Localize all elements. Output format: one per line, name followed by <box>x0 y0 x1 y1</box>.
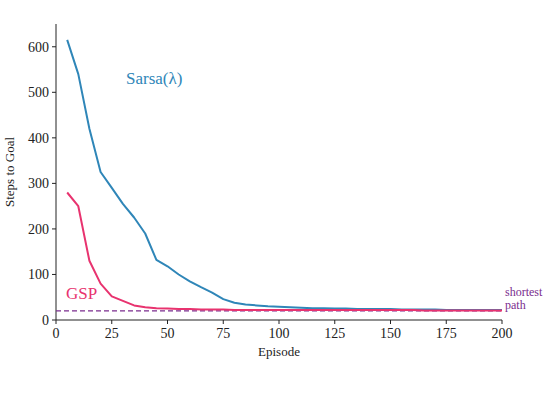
x-tick-label: 175 <box>436 326 457 341</box>
y-tick-label: 300 <box>28 176 49 191</box>
x-tick-label: 50 <box>161 326 175 341</box>
x-axis-label: Episode <box>258 344 300 359</box>
y-tick-label: 0 <box>42 313 49 328</box>
x-tick <box>167 320 168 324</box>
x-tick-label: 100 <box>269 326 290 341</box>
series-label: Sarsa(λ) <box>126 69 182 88</box>
x-tick <box>111 320 112 324</box>
x-tick-label: 125 <box>324 326 345 341</box>
x-tick-label: 75 <box>216 326 230 341</box>
x-tick-label: 0 <box>53 326 60 341</box>
reference-label: shortest <box>505 285 543 299</box>
y-axis <box>56 24 57 320</box>
plot-area <box>56 40 502 311</box>
reference-label: path <box>505 298 526 312</box>
x-tick-label: 25 <box>105 326 119 341</box>
x-tick <box>56 320 57 324</box>
y-tick <box>52 320 56 321</box>
chart: 0 25 50 75 100 125 150 175 200 0 100 200 300 400 500 60… <box>0 0 552 402</box>
y-tick <box>52 46 56 47</box>
y-tick-label: 100 <box>28 267 49 282</box>
y-tick <box>52 228 56 229</box>
x-tick <box>223 320 224 324</box>
y-tick-label: 200 <box>28 222 49 237</box>
series-line <box>67 40 502 310</box>
series-label: GSP <box>66 284 97 303</box>
x-tick <box>279 320 280 324</box>
x-tick <box>446 320 447 324</box>
y-tick-label: 500 <box>28 85 49 100</box>
x-tick <box>334 320 335 324</box>
y-tick <box>52 274 56 275</box>
y-tick-label: 600 <box>28 40 49 55</box>
x-tick <box>502 320 503 324</box>
y-tick-label: 400 <box>28 131 49 146</box>
x-tick-label: 200 <box>492 326 513 341</box>
y-axis-label: Steps to Goal <box>2 137 17 207</box>
y-tick <box>52 92 56 93</box>
x-tick <box>390 320 391 324</box>
x-tick-label: 150 <box>380 326 401 341</box>
series-line <box>67 193 502 311</box>
y-tick <box>52 137 56 138</box>
y-tick <box>52 183 56 184</box>
